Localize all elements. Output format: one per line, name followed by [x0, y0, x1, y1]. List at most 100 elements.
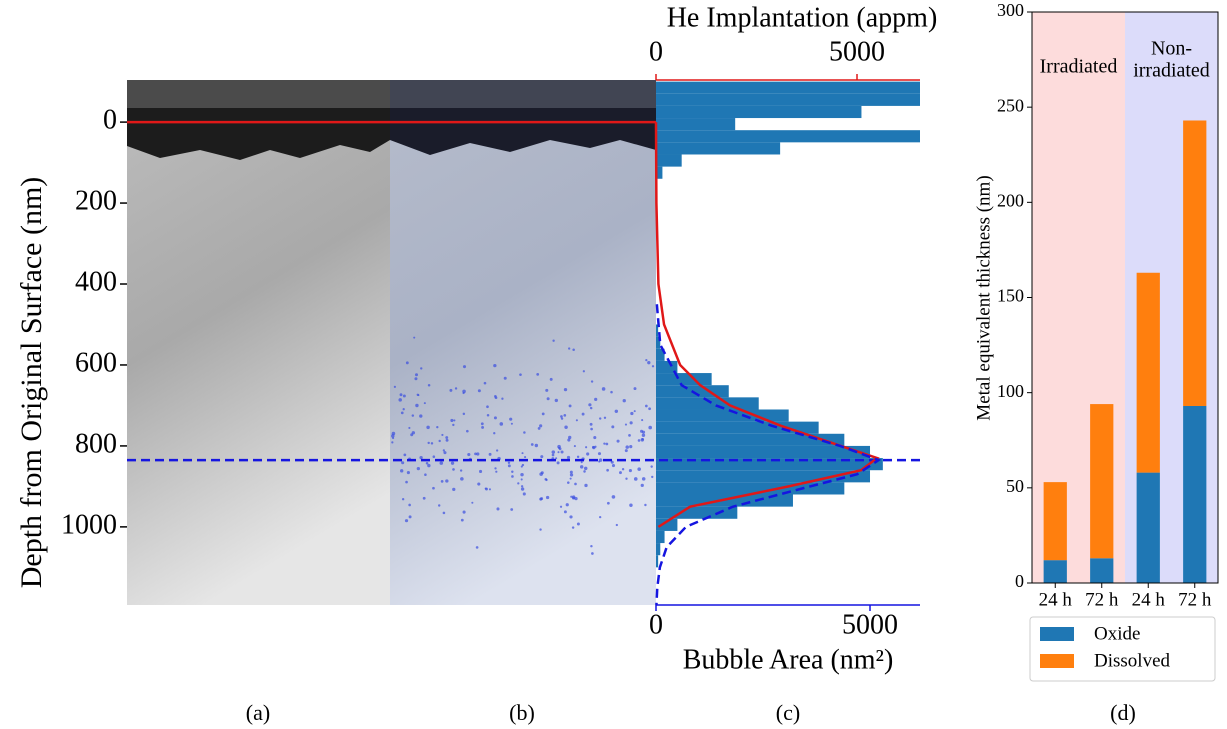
histogram-bar	[656, 324, 659, 337]
bubble-dot	[619, 471, 622, 475]
bubble-dot	[462, 392, 465, 395]
bar-segment	[1136, 272, 1160, 473]
bubble-dot	[436, 425, 439, 429]
bubble-dot	[427, 441, 430, 445]
bubble-dot	[583, 470, 586, 473]
bubble-dot	[536, 372, 540, 376]
bubble-dot	[630, 411, 634, 416]
bubble-dot	[637, 467, 641, 471]
x-tick-label: 24 h	[1039, 589, 1073, 610]
histogram-bar	[656, 130, 920, 143]
bubble-dot	[601, 387, 606, 391]
bubble-dot	[494, 467, 497, 470]
bubble-dot	[574, 482, 577, 486]
legend-label: Dissolved	[1094, 650, 1171, 671]
bubble-dot	[507, 461, 511, 465]
bubble-dot	[414, 377, 418, 381]
y-tick-label: 1000	[61, 509, 117, 540]
bubble-dot	[539, 424, 543, 428]
bubble-dot	[450, 418, 454, 423]
bubble-dot	[559, 505, 563, 508]
histogram-bar	[656, 154, 682, 167]
bubble-dot	[633, 387, 637, 391]
bubble-dot	[579, 465, 584, 469]
bubble-dot	[443, 451, 447, 455]
bubble-dot	[625, 477, 628, 480]
bubble-dot	[624, 423, 628, 426]
bubble-dot	[432, 486, 435, 490]
bubble-dot	[520, 465, 523, 468]
bubble-dot	[459, 469, 463, 472]
panel-label: (b)	[509, 700, 535, 725]
bubble-dot	[569, 477, 572, 480]
bubble-dot	[517, 482, 520, 485]
bubble-dot	[399, 393, 403, 397]
bubble-dot	[629, 503, 633, 507]
bubble-dot	[499, 422, 504, 426]
bubble-dot	[391, 441, 394, 444]
bubble-dot	[445, 436, 449, 439]
bubble-dot	[454, 387, 458, 390]
bubble-dot	[651, 365, 655, 368]
bubble-dot	[521, 452, 524, 455]
bubble-dot	[633, 410, 636, 413]
bubble-dot	[557, 444, 561, 449]
bubble-dot	[564, 425, 568, 429]
bubble-dot	[534, 443, 539, 448]
bubble-dot	[571, 495, 576, 499]
bubble-dot	[524, 456, 527, 459]
bubble-dot	[592, 446, 596, 450]
legend-swatch	[1040, 654, 1074, 668]
panel-label: (d)	[1110, 700, 1136, 725]
histogram-bar	[656, 360, 678, 374]
y-tick-label: 200	[997, 190, 1024, 210]
y-tick-label: 400	[75, 266, 117, 297]
bubble-dot	[645, 358, 648, 362]
profile-curve	[655, 304, 882, 606]
bubble-dot	[568, 347, 571, 350]
bubble-dot	[441, 433, 444, 437]
bubble-dot	[590, 380, 594, 383]
tem-image-b	[390, 80, 656, 605]
bubble-dot	[606, 501, 610, 505]
bubble-dot	[605, 442, 609, 446]
bubble-dot	[437, 504, 441, 507]
bubble-dot	[462, 365, 467, 369]
bubble-dot	[422, 496, 426, 500]
bubble-dot	[452, 468, 455, 471]
protective-layer-b	[390, 80, 656, 108]
y-tick-label: 200	[75, 185, 117, 216]
bubble-dot	[398, 398, 402, 402]
x2-axis-label: He Implantation (appm)	[667, 2, 938, 33]
bubble-dot	[401, 461, 405, 465]
bubble-dot	[590, 544, 593, 548]
y-tick-label: 0	[1015, 571, 1024, 591]
bubble-dot	[551, 453, 555, 457]
bar-segment	[1090, 404, 1114, 559]
bubble-dot	[614, 409, 619, 414]
histogram-bar	[656, 530, 665, 544]
bubble-dot	[403, 453, 407, 457]
x-axis-label: Bubble Area (nm²)	[683, 644, 894, 675]
bubble-dot	[521, 463, 525, 467]
bubble-dot	[405, 361, 409, 365]
bubble-dot	[645, 404, 648, 408]
bubble-dot	[597, 452, 602, 456]
bar-segment	[1183, 405, 1207, 583]
bubble-dot	[625, 445, 629, 449]
bubble-dot	[549, 377, 553, 381]
bubble-dot	[477, 389, 481, 393]
bubble-dot	[453, 419, 456, 422]
bubble-dot	[479, 469, 483, 474]
bubble-dot	[509, 417, 513, 421]
histogram-bar	[656, 348, 665, 361]
bubble-dot	[569, 470, 573, 474]
bubble-dot	[475, 546, 479, 549]
bubble-dot	[539, 497, 543, 501]
bubble-dot	[530, 443, 534, 446]
bubble-dot	[445, 438, 449, 442]
histogram-bar	[656, 373, 712, 386]
bubble-dot	[611, 464, 616, 468]
bubble-dot	[610, 390, 613, 394]
bubble-dot	[501, 397, 504, 400]
